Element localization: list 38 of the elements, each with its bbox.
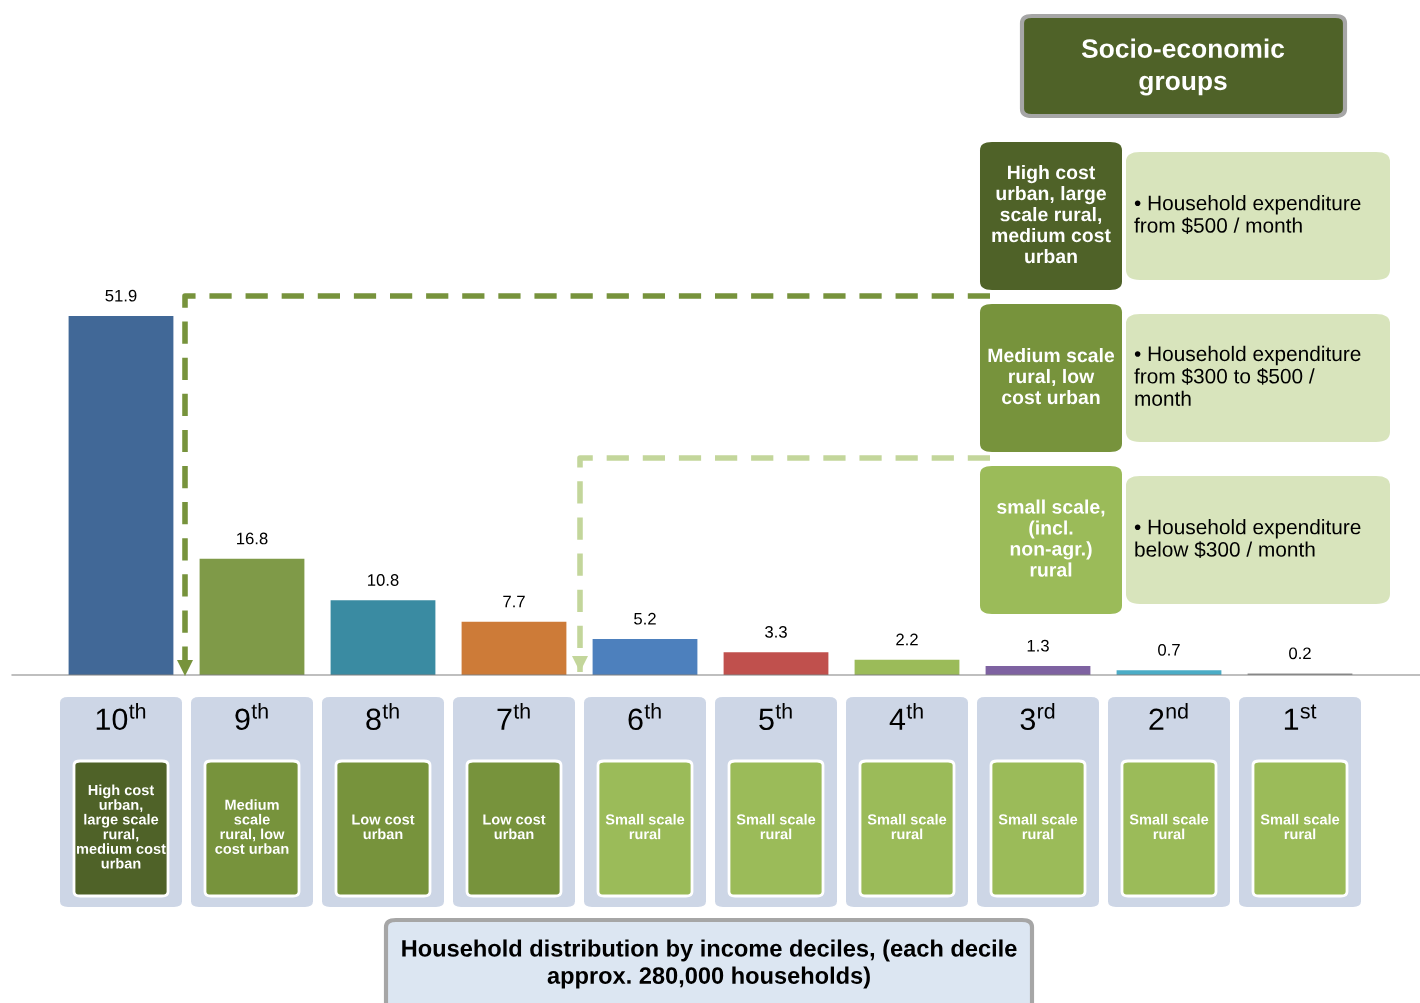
text: Small scale rural	[1260, 813, 1340, 840]
x-tick-label: 9$^{th}$	[235, 703, 268, 731]
data-label: 0.2	[1289, 647, 1311, 660]
annotation: small scale, (incl. non-agr.) rural	[997, 499, 1105, 577]
annotation: • Household expenditure below $300 / month	[1134, 519, 1361, 559]
text: Household distribution by income deciles, (each decile approx. 280,000 households)	[402, 939, 1017, 989]
text: Small scale rural	[867, 813, 947, 840]
x-tick-label: 1$^{st}$	[1284, 704, 1317, 730]
data-label: 7.7	[503, 595, 525, 608]
data-label: 51.9	[105, 289, 137, 302]
text: • Household expenditure from $500 / month	[1134, 195, 1361, 235]
annotation: • Household expenditure from $300 to $500 / month	[1134, 345, 1361, 407]
annotation: Medium scale rural, low cost urban	[988, 347, 1115, 405]
text: Small scale rural	[736, 813, 816, 840]
x-tick-label: 4$^{th}$	[889, 703, 923, 730]
x-tick-label: 6$^{th}$	[628, 703, 661, 731]
data-label: 5.2	[634, 612, 656, 625]
x-tick-label: 3$^{rd}$	[1020, 703, 1055, 731]
data-label: 16.8	[237, 532, 268, 545]
text: High cost urban, large scale rural, medium cost urban	[76, 784, 166, 869]
text: Small scale rural	[605, 813, 685, 840]
data-label: 0.7	[1158, 643, 1180, 656]
text: Small scale rural	[998, 813, 1078, 840]
text: Small scale rural	[1129, 813, 1209, 840]
x-tick-label: 10$^{th}$	[96, 703, 146, 731]
data-label: 3.3	[765, 625, 787, 638]
x-tick-label: 2$^{nd}$	[1149, 703, 1188, 730]
x-tick-label: 7$^{th}$	[497, 703, 530, 730]
x-tick-label: 5$^{th}$	[759, 703, 792, 731]
x-tick-label: 8$^{th}$	[366, 703, 399, 731]
legend-title: Socio-economic groups	[1081, 38, 1285, 96]
data-label: 1.3	[1027, 639, 1049, 652]
data-label: 2.2	[896, 633, 918, 646]
text: Medium scale rural, low cost urban	[215, 799, 289, 854]
data-label: 10.8	[368, 574, 399, 586]
text: High cost urban, large scale rural, medium cost urban	[992, 164, 1111, 264]
text: Low cost urban	[352, 814, 415, 840]
text: Low cost urban	[483, 814, 546, 840]
